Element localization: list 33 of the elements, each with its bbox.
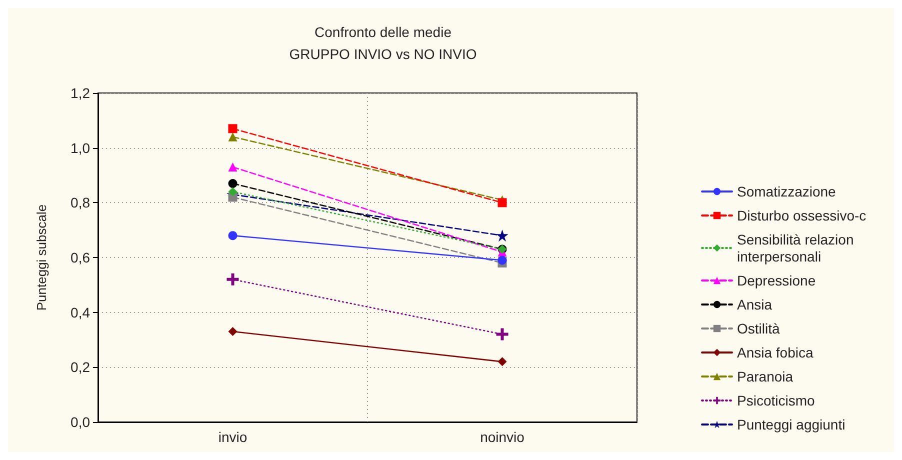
point — [228, 231, 238, 240]
legend-label: Punteggi aggiunti — [737, 416, 846, 432]
legend-label: Sensibilità relazion interpersonali — [737, 232, 858, 264]
y-tick-label: 0,8 — [70, 194, 90, 211]
chart-title: Confronto delle medie — [314, 24, 452, 40]
legend-label: Paranoia — [737, 368, 794, 384]
legend-label: Ansia — [737, 296, 772, 312]
y-tick-label: 0,4 — [70, 304, 90, 320]
x-tick-label: noinvio — [480, 429, 525, 445]
point — [228, 187, 238, 196]
legend-label: Psicoticismo — [737, 392, 816, 408]
point — [496, 230, 508, 242]
y-tick-label: 0,6 — [70, 250, 90, 266]
legend-label: Disturbo ossessivo-c — [737, 208, 866, 224]
point — [498, 256, 507, 265]
point — [226, 273, 239, 286]
x-tick-label: invio — [218, 429, 248, 445]
legend-label: Ostilità — [737, 320, 780, 336]
legend-label: Ansia fobica — [737, 344, 814, 360]
legend-label: Somatizzazione — [737, 184, 836, 200]
legend-label: Depressione — [737, 272, 816, 288]
point — [228, 178, 238, 188]
point — [496, 328, 508, 340]
y-axis-title: Punteggi subscale — [34, 204, 49, 311]
point — [228, 124, 238, 134]
y-tick-label: 0,2 — [70, 359, 90, 376]
point — [228, 327, 238, 336]
point — [498, 357, 507, 366]
point — [498, 198, 507, 208]
y-tick-label: 0,0 — [70, 414, 90, 430]
y-tick-label: 1,2 — [70, 85, 90, 101]
chart-subtitle: GRUPPO INVIO vs NO INVIO — [289, 46, 477, 62]
y-tick-label: 1,0 — [70, 140, 90, 156]
